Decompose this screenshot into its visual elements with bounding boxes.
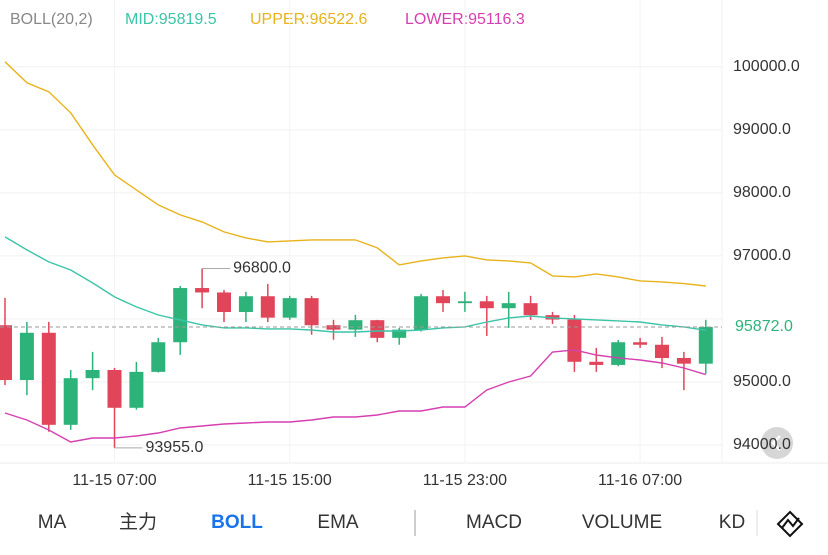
candle-body	[676, 358, 691, 364]
candle-body	[370, 320, 385, 338]
candle-body	[698, 326, 713, 364]
candle-body	[41, 332, 56, 425]
candle-body	[414, 296, 429, 330]
tab[interactable]: VOLUME	[582, 512, 662, 533]
tab[interactable]: BOLL	[211, 512, 263, 533]
candle-body	[436, 296, 450, 304]
y-tick-label: 98000.0	[733, 184, 791, 201]
boll-line	[4, 61, 706, 287]
tab[interactable]: EMA	[317, 512, 359, 533]
candle-body	[655, 344, 669, 359]
candle-body	[238, 296, 253, 312]
candle-body	[260, 296, 275, 318]
candle-body	[589, 361, 604, 365]
high-marker-label: 96800.0	[233, 260, 291, 277]
candle-body	[523, 303, 538, 316]
y-tick-label: 95000.0	[733, 373, 791, 390]
chart-tool-icon[interactable]	[776, 510, 804, 538]
y-tick-label: 100000.0	[733, 58, 800, 75]
x-tick-label: 11-15 23:00	[423, 472, 507, 489]
scroll-button[interactable]	[761, 427, 793, 459]
boll-line	[4, 236, 706, 333]
x-tick-label: 11-15 15:00	[248, 472, 332, 489]
candle-body	[151, 342, 166, 372]
candle-body	[107, 369, 122, 408]
candle-body	[567, 319, 582, 362]
current-price-label: 95872.0	[735, 318, 793, 335]
candle-body	[195, 288, 210, 293]
legend-value: 95116.3	[468, 11, 525, 28]
legend-label: LOWER:	[405, 11, 468, 28]
legend-value: 96522.6	[310, 11, 368, 28]
x-tick-label: 11-16 07:00	[598, 472, 682, 489]
current-price-bg	[726, 314, 828, 339]
candle-body	[392, 329, 407, 338]
y-tick-label: 99000.0	[733, 121, 791, 138]
legend-label: MID:	[125, 11, 159, 28]
indicator-name: BOLL(20,2)	[10, 11, 93, 28]
candle-body	[348, 320, 363, 330]
candle-body	[282, 298, 297, 318]
y-tick-label: 97000.0	[733, 247, 791, 264]
candle-body	[501, 303, 516, 309]
tab[interactable]: MA	[38, 512, 67, 533]
candle-body	[173, 288, 188, 343]
tab[interactable]: MACD	[466, 512, 522, 533]
candle-body	[19, 332, 34, 381]
candle-body	[129, 371, 144, 408]
low-marker-label: 93955.0	[146, 439, 204, 456]
legend-value: 95819.5	[159, 11, 217, 28]
candle-body	[611, 342, 626, 365]
candle-body	[326, 325, 341, 330]
tab[interactable]: KD	[719, 512, 745, 533]
candle-body	[304, 298, 319, 326]
x-tick-label: 11-15 07:00	[72, 472, 156, 489]
indicator-header: BOLL(20,2) MID:95819.5 UPPER:96522.6 LOWER:…	[10, 11, 525, 28]
candle-body	[63, 378, 78, 425]
scroll-icon	[771, 435, 781, 451]
candle-body	[85, 369, 100, 379]
candle-body	[457, 301, 472, 304]
boll-line	[4, 349, 707, 443]
tab[interactable]: 主力	[119, 511, 157, 533]
candle-body	[479, 301, 494, 309]
candle-body	[0, 325, 12, 381]
legend-label: UPPER:	[250, 11, 310, 28]
candle-body	[217, 292, 231, 312]
y-tick-label: 94000.0	[733, 436, 791, 453]
candle-body	[633, 342, 648, 345]
